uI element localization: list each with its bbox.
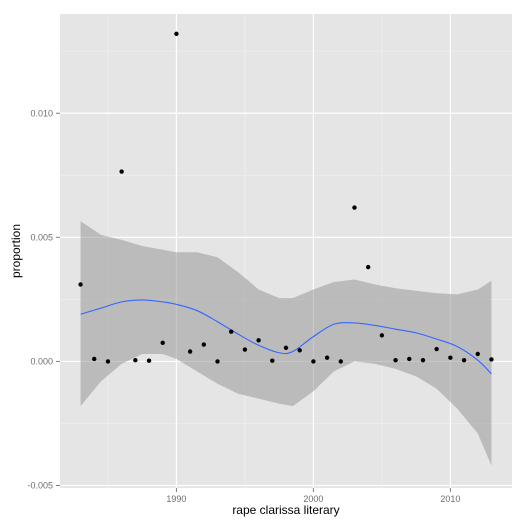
data-point <box>270 358 275 363</box>
data-point <box>393 357 398 363</box>
data-point <box>489 357 494 362</box>
data-point <box>352 205 357 210</box>
data-point <box>311 359 316 364</box>
x-tick-label: 2000 <box>303 494 323 504</box>
data-point <box>475 351 480 357</box>
data-point <box>146 358 152 363</box>
y-axis-title: proportion <box>9 224 23 278</box>
data-point <box>297 348 302 353</box>
data-point <box>324 355 330 360</box>
x-axis-title: rape clarissa literary <box>232 503 339 517</box>
data-point <box>242 347 248 352</box>
x-axis: 1990 2000 2010 <box>166 488 460 504</box>
data-point <box>365 264 371 270</box>
y-tick-label: -0.005 <box>27 481 53 491</box>
y-tick-label: 0.010 <box>30 108 53 118</box>
confidence-band <box>80 221 492 466</box>
y-axis: -0.005 0.000 0.005 0.010 <box>27 108 60 491</box>
data-point <box>133 357 138 363</box>
data-point <box>448 355 453 360</box>
data-point <box>407 356 412 362</box>
data-point <box>160 340 165 346</box>
data-point <box>461 357 467 363</box>
minor-grid <box>60 14 512 488</box>
data-point <box>92 356 97 362</box>
data-point <box>201 342 207 347</box>
data-point <box>338 359 343 364</box>
data-points <box>78 31 494 364</box>
x-tick-label: 1990 <box>166 494 186 504</box>
data-point <box>78 282 83 287</box>
smooth-line <box>80 299 492 375</box>
y-tick-label: 0.000 <box>30 356 53 366</box>
data-point <box>119 169 124 174</box>
data-point <box>187 349 193 354</box>
data-point <box>420 357 426 363</box>
x-tick-label: 2010 <box>440 494 460 504</box>
y-tick-label: 0.005 <box>30 232 53 242</box>
data-point <box>256 338 261 343</box>
data-point <box>229 329 234 334</box>
data-point <box>434 346 439 352</box>
data-point <box>105 359 111 364</box>
data-point <box>215 359 220 364</box>
data-point <box>283 345 289 350</box>
data-point <box>174 31 179 37</box>
data-point <box>379 333 385 338</box>
